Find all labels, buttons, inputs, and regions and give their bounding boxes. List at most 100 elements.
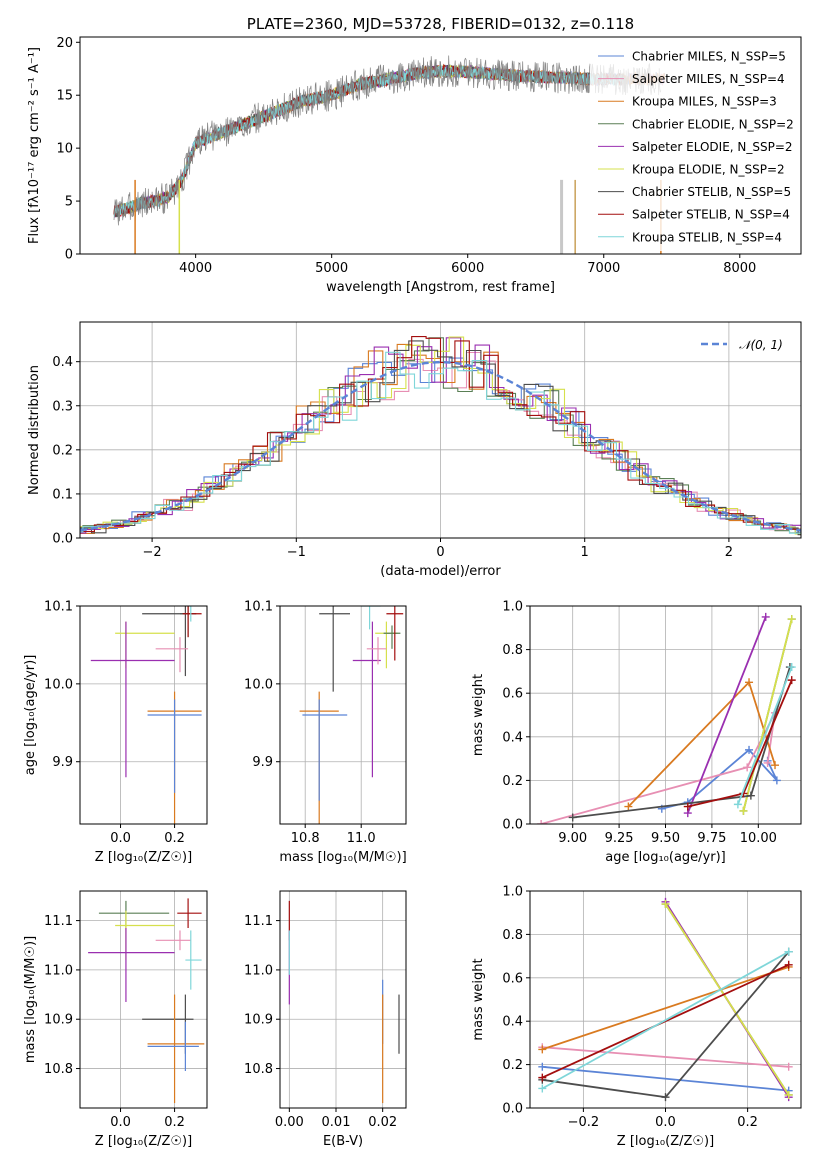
y-tick-label: 0.2 — [52, 443, 73, 458]
y-axis-label: mass [log₁₀(M/M☉)] — [23, 936, 38, 1063]
mass-weight-marker — [784, 1062, 793, 1071]
y-tick-label: 0.1 — [52, 487, 73, 502]
legend-entry: Salpeter STELIB, N_SSP=4 — [632, 208, 790, 222]
legend-entry: 𝒩(0, 1) — [739, 338, 783, 352]
x-tick-label: −0.2 — [568, 1115, 600, 1130]
x-axis-label: Z [log₁₀(Z/Z☉)] — [95, 1134, 192, 1149]
y-axis-label: mass weight — [471, 674, 486, 756]
spectrum-lines — [113, 55, 666, 254]
mass-weight-marker — [745, 745, 754, 754]
mass-weight-marker — [661, 1093, 670, 1102]
y-tick-label: 10.0 — [44, 677, 73, 692]
mass-weight-marker — [787, 676, 796, 685]
age-vs-mass-panel: 10.8 11.0 9.9 10.0 10.1 mass [log₁₀(M/M☉)] — [244, 600, 407, 866]
y-tick-label: 10.1 — [244, 600, 273, 615]
axes-frame — [79, 321, 802, 539]
observed-spectrum-line — [113, 55, 662, 226]
x-axis-label: (data-model)/error — [380, 564, 501, 579]
x-tick-label: 0.2 — [737, 1115, 758, 1130]
y-tick-label: 10 — [56, 142, 73, 157]
x-tick-label: 4000 — [179, 261, 212, 276]
y-axis-label: mass weight — [471, 958, 486, 1040]
legend-entry: Chabrier ELODIE, N_SSP=2 — [632, 117, 794, 131]
x-tick-label: 0.02 — [368, 1115, 397, 1130]
mass-weight-line — [572, 666, 791, 819]
axes-frame — [79, 605, 208, 825]
mass-weight-marker — [661, 900, 670, 909]
errorbar-points — [88, 898, 205, 1104]
y-tick-label: 11.1 — [44, 914, 73, 929]
errorbar-points — [90, 606, 202, 824]
mass-weight-line — [742, 618, 793, 812]
errorbar-points — [288, 900, 400, 1104]
x-tick-label: 0.2 — [164, 831, 185, 846]
x-tick-label: 6000 — [451, 261, 484, 276]
residual-histogram-panel: −2 −1 0 1 2 0.0 0.1 0.2 0.3 0.4 (data-model)/error… — [27, 321, 802, 579]
y-tick-label: 0.2 — [502, 1058, 523, 1073]
y-tick-label: 1.0 — [502, 600, 523, 615]
histogram-steps — [80, 336, 801, 536]
legend-background — [590, 43, 796, 251]
y-tick-label: 11.1 — [244, 914, 273, 929]
y-tick-label: 10.8 — [44, 1062, 73, 1077]
y-tick-label: 0.8 — [502, 928, 523, 943]
mass-weight-marker — [538, 1073, 547, 1082]
mass-weight-marker — [683, 802, 692, 811]
axes-frame — [79, 890, 208, 1109]
mass-weight-marker — [733, 800, 742, 809]
y-axis-label: Flux [fλ10⁻¹⁷ erg cm⁻² s⁻¹ A⁻¹] — [27, 47, 42, 244]
y-tick-label: 0.6 — [502, 971, 523, 986]
x-axis-label: mass [log₁₀(M/M☉)] — [279, 850, 406, 865]
x-tick-label: 0.01 — [322, 1115, 351, 1130]
mass-weight-series — [538, 897, 793, 1102]
mass-weight-line — [542, 1046, 789, 1068]
x-axis-label: Z [log₁₀(Z/Z☉)] — [95, 850, 192, 865]
mass-weight-marker — [538, 1084, 547, 1093]
y-tick-label: 0.0 — [502, 1102, 523, 1117]
mass-weight-line — [541, 951, 790, 1090]
legend-entry: Chabrier STELIB, N_SSP=5 — [632, 185, 791, 199]
x-tick-label: 7000 — [587, 261, 620, 276]
y-tick-label: 0.8 — [502, 643, 523, 658]
x-tick-label: 5000 — [315, 261, 348, 276]
y-tick-label: 11.0 — [44, 963, 73, 978]
y-tick-label: 10.9 — [244, 1013, 273, 1028]
normal-reference-curve — [80, 360, 801, 532]
y-tick-label: 0.0 — [502, 818, 523, 833]
x-axis-label: E(B-V) — [323, 1134, 363, 1149]
x-tick-label: 0.0 — [110, 1115, 131, 1130]
x-axis-label: wavelength [Angstrom, rest frame] — [326, 280, 555, 295]
legend-entry: Kroupa MILES, N_SSP=3 — [632, 95, 777, 109]
mass-weight-line — [687, 679, 793, 808]
x-tick-label: 9.00 — [558, 831, 587, 846]
axes-frame — [529, 605, 802, 825]
axes-frame — [279, 890, 407, 1109]
legend-entry: Kroupa STELIB, N_SSP=4 — [632, 230, 782, 244]
y-tick-label: 0.4 — [502, 730, 523, 745]
y-tick-label: 10.9 — [44, 1013, 73, 1028]
mass-weight-marker — [787, 663, 796, 672]
mass-weight-marker — [743, 763, 752, 772]
mass-weight-marker — [763, 758, 772, 767]
x-tick-label: 9.25 — [605, 831, 634, 846]
y-tick-label: 0.6 — [502, 687, 523, 702]
y-axis-label: Normed distribution — [27, 365, 42, 495]
mass-weight-marker — [746, 791, 755, 800]
mass-weight-vs-metallicity-panel: −0.2 0.0 0.2 0.0 0.2 0.4 0.6 0.8 1.0 Z [log₁₀(Z/Z… — [471, 885, 802, 1149]
x-axis-label: Z [log₁₀(Z/Z☉)] — [617, 1134, 714, 1149]
y-tick-label: 20 — [56, 36, 73, 51]
mass-weight-marker — [745, 678, 754, 687]
y-tick-label: 0.0 — [52, 532, 73, 547]
histogram-step-line — [80, 351, 801, 534]
mass-weight-marker — [771, 761, 780, 770]
y-tick-label: 0.4 — [52, 355, 73, 370]
y-tick-label: 0.3 — [52, 399, 73, 414]
mass-weight-line — [542, 1065, 789, 1092]
age-vs-metallicity-panel: 0.0 0.2 9.9 10.0 10.1 Z [log₁₀(Z/Z☉)] age [log… — [23, 600, 208, 865]
x-tick-label: 0.0 — [110, 831, 131, 846]
mass-weight-line — [664, 903, 790, 1096]
y-axis-label: age [log₁₀(age/yr)] — [23, 655, 38, 776]
mass-weight-line — [737, 666, 793, 805]
mass-weight-series — [537, 612, 796, 824]
x-axis-label: age [log₁₀(age/yr)] — [605, 850, 726, 865]
